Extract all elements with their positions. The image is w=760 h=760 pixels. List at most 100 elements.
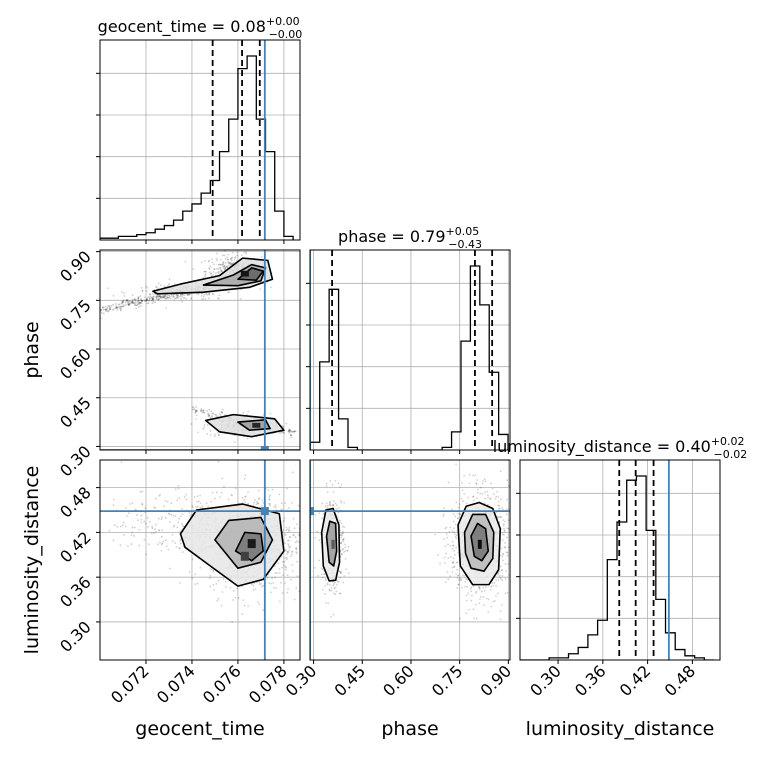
sample-point bbox=[231, 251, 234, 254]
sample-point bbox=[503, 529, 506, 532]
sample-point bbox=[141, 289, 144, 292]
sample-point bbox=[272, 581, 275, 584]
sample-point bbox=[511, 558, 513, 560]
histogram-bar-luminosity_distance bbox=[666, 633, 676, 660]
x-tick-label-luminosity_distance: 0.36 bbox=[571, 661, 610, 700]
sample-point bbox=[100, 309, 103, 311]
sample-point bbox=[320, 599, 322, 601]
x-tick-label-phase: 0.45 bbox=[330, 661, 369, 700]
histogram-bar-luminosity_distance bbox=[588, 635, 598, 660]
sample-point bbox=[262, 584, 265, 587]
sample-point bbox=[175, 297, 177, 299]
sample-point bbox=[222, 260, 225, 263]
sample-point bbox=[201, 411, 204, 414]
sample-point bbox=[258, 498, 260, 500]
sample-point bbox=[188, 293, 191, 296]
sample-point bbox=[161, 516, 164, 519]
histogram-bar-phase bbox=[310, 442, 319, 450]
sample-point bbox=[506, 551, 509, 554]
sample-point bbox=[207, 412, 210, 415]
sample-point bbox=[461, 586, 463, 589]
sample-point bbox=[224, 261, 227, 264]
sample-point bbox=[289, 578, 292, 581]
sample-point bbox=[280, 581, 282, 584]
sample-point bbox=[137, 295, 140, 298]
sample-point bbox=[258, 497, 261, 500]
sample-point bbox=[337, 482, 340, 485]
sample-point bbox=[452, 513, 455, 515]
sample-point bbox=[445, 552, 448, 555]
sample-point bbox=[324, 579, 327, 582]
sample-point bbox=[155, 523, 157, 526]
sample-point bbox=[232, 261, 235, 264]
sample-point bbox=[443, 507, 445, 510]
sample-point bbox=[296, 575, 299, 578]
sample-point bbox=[179, 530, 182, 533]
sample-point bbox=[181, 513, 184, 516]
sample-point bbox=[323, 573, 326, 575]
sample-point bbox=[283, 533, 286, 536]
x-tick-label-luminosity_distance: 0.30 bbox=[526, 661, 565, 700]
sample-point bbox=[172, 294, 175, 296]
sample-point bbox=[339, 542, 342, 545]
sample-point bbox=[197, 431, 199, 434]
sample-point bbox=[503, 527, 505, 530]
sample-point bbox=[163, 295, 166, 298]
sample-point bbox=[287, 551, 289, 553]
title-sub: −0.43 bbox=[448, 238, 482, 251]
sample-point bbox=[106, 310, 109, 313]
histogram-bar-geocent_time bbox=[247, 56, 256, 240]
sample-point bbox=[296, 523, 298, 526]
sample-point bbox=[213, 268, 216, 270]
x-tick-label-luminosity_distance: 0.42 bbox=[616, 661, 655, 700]
sample-point bbox=[181, 293, 184, 296]
sample-point bbox=[163, 296, 166, 299]
sample-point bbox=[339, 519, 342, 522]
sample-point bbox=[330, 589, 333, 592]
sample-point bbox=[295, 551, 298, 553]
sample-point bbox=[196, 495, 199, 498]
sample-point bbox=[131, 294, 134, 296]
y-tick-label-phase: 0.60 bbox=[56, 344, 95, 383]
sample-point bbox=[320, 573, 323, 576]
sample-point bbox=[117, 303, 120, 306]
sample-point bbox=[219, 268, 222, 271]
sample-point bbox=[177, 521, 180, 524]
sample-point bbox=[326, 491, 329, 494]
sample-point bbox=[227, 498, 230, 501]
sample-point bbox=[317, 574, 319, 577]
sample-point bbox=[257, 489, 260, 492]
sample-point bbox=[475, 482, 478, 485]
sample-point bbox=[269, 504, 271, 507]
sample-point bbox=[140, 518, 143, 521]
sample-point bbox=[122, 300, 125, 303]
sample-point bbox=[128, 302, 131, 305]
sample-point bbox=[161, 295, 164, 298]
sample-point bbox=[243, 604, 246, 607]
sample-point bbox=[152, 300, 155, 303]
sample-point bbox=[505, 513, 508, 516]
sample-point bbox=[505, 570, 507, 572]
sample-point bbox=[213, 263, 215, 266]
sample-point bbox=[493, 600, 496, 602]
sample-point bbox=[495, 495, 498, 498]
sample-point bbox=[253, 499, 256, 501]
sample-point bbox=[506, 428, 508, 430]
sample-point bbox=[240, 288, 243, 291]
sample-point bbox=[173, 295, 175, 298]
sample-point bbox=[497, 579, 500, 582]
sample-point bbox=[200, 294, 203, 297]
sample-point bbox=[343, 501, 346, 504]
sample-point bbox=[339, 542, 342, 544]
sample-point bbox=[293, 598, 296, 601]
sample-point bbox=[454, 536, 457, 538]
sample-point bbox=[114, 303, 117, 305]
sample-point bbox=[338, 521, 341, 524]
sample-point bbox=[333, 587, 336, 590]
sample-point bbox=[500, 569, 503, 572]
sample-point bbox=[148, 299, 151, 302]
histogram-bar-geocent_time bbox=[164, 226, 173, 240]
sample-point bbox=[286, 591, 289, 594]
sample-point bbox=[148, 293, 151, 296]
truth-marker bbox=[260, 446, 269, 450]
